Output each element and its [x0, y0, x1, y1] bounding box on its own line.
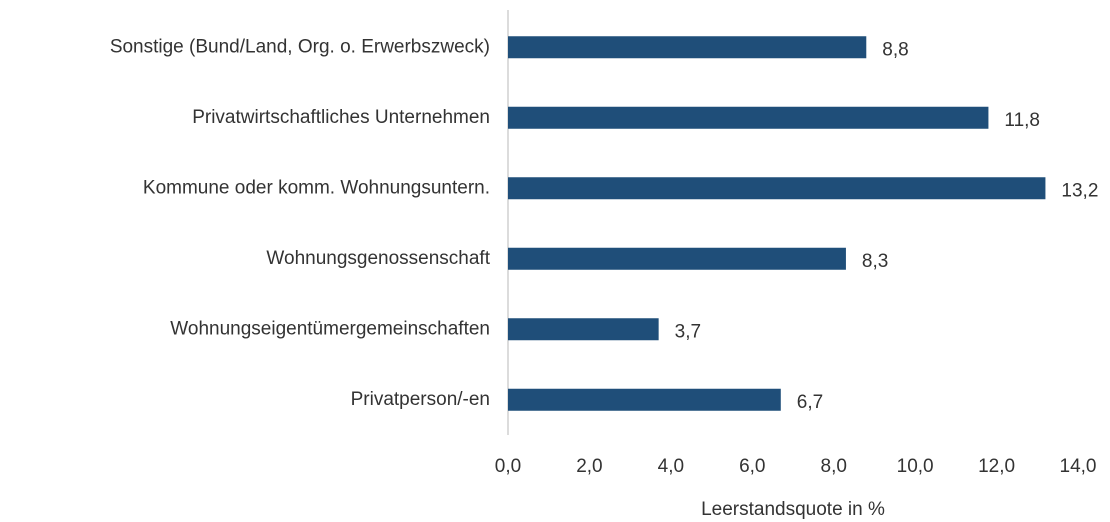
- y-tick-label: Wohnungsgenossenschaft: [266, 248, 490, 269]
- x-tick-label: 14,0: [1060, 456, 1097, 477]
- bar: [508, 36, 867, 59]
- bar: [508, 177, 1046, 200]
- bar: [508, 106, 989, 129]
- bar: [508, 388, 781, 411]
- y-tick-label: Privatwirtschaftliches Unternehmen: [192, 107, 490, 128]
- value-label: 3,7: [675, 321, 701, 342]
- y-tick-label: Privatperson/-en: [351, 389, 490, 410]
- value-label: 11,8: [1004, 110, 1040, 131]
- x-axis-title: Leerstandsquote in %: [701, 499, 885, 520]
- y-tick-label: Kommune oder komm. Wohnungsuntern.: [143, 177, 490, 198]
- x-tick-label: 2,0: [576, 456, 602, 477]
- y-tick-label: Sonstige (Bund/Land, Org. o. Erwerbszwec…: [110, 36, 490, 57]
- x-tick-label: 0,0: [495, 456, 521, 477]
- bar: [508, 247, 846, 270]
- value-label: 8,8: [882, 39, 908, 60]
- x-tick-label: 4,0: [658, 456, 684, 477]
- bar: [508, 318, 659, 341]
- y-tick-label: Wohnungseigentümergemeinschaften: [170, 318, 490, 339]
- value-label: 13,2: [1061, 180, 1098, 201]
- x-tick-label: 8,0: [821, 456, 847, 477]
- x-tick-label: 6,0: [739, 456, 765, 477]
- value-label: 6,7: [797, 392, 823, 413]
- value-label: 8,3: [862, 251, 888, 272]
- x-tick-label: 10,0: [897, 456, 934, 477]
- x-tick-label: 12,0: [978, 456, 1015, 477]
